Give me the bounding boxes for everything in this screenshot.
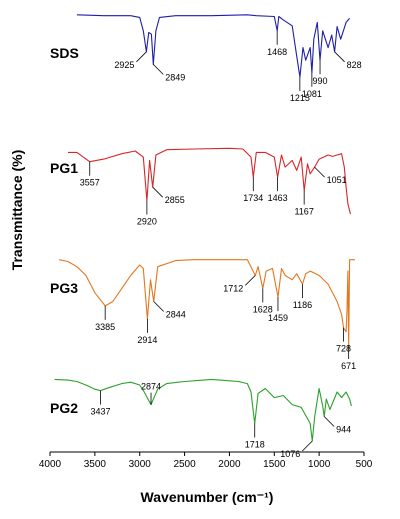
x-tick-label: 3000	[129, 459, 152, 470]
peak-label: 944	[336, 425, 351, 435]
peak-leader-line	[152, 64, 164, 75]
peak-leader-line	[136, 51, 147, 63]
series-label-pg3: PG3	[50, 280, 78, 296]
peak-label: 1051	[327, 175, 347, 185]
series-label-pg2: PG2	[50, 400, 78, 416]
peak-label: 1167	[294, 207, 313, 217]
peak-leader-line	[152, 186, 164, 198]
peak-leader-line	[302, 440, 313, 452]
spectrum-line-sds	[76, 14, 351, 78]
peak-label: 1463	[268, 193, 288, 203]
x-tick-label: 1000	[308, 459, 331, 470]
peak-label: 990	[313, 76, 328, 86]
peak-label: 1186	[293, 300, 312, 310]
peak-leader-line	[244, 275, 256, 286]
x-tick-label: 3500	[84, 459, 107, 470]
x-tick-label: 2500	[173, 459, 196, 470]
peak-leader-line	[334, 51, 345, 63]
peak-label: 3557	[80, 178, 100, 188]
spectrum-line-pg2	[54, 378, 352, 442]
peak-label: 2855	[165, 195, 185, 205]
peak-label: 728	[336, 344, 351, 354]
peak-label: 3385	[95, 322, 115, 332]
peak-leader-line	[323, 416, 335, 427]
peak-label: 1734	[243, 193, 263, 203]
peak-label: 2849	[165, 72, 185, 82]
peak-label: 1459	[268, 313, 288, 323]
x-tick-label: 1500	[263, 459, 286, 470]
peak-label: 828	[347, 60, 362, 70]
series-label-pg1: PG1	[50, 160, 78, 176]
peak-label: 2925	[114, 60, 134, 70]
x-axis-title: Wavenumber (cm⁻¹)	[141, 489, 274, 505]
peak-label: 1081	[302, 89, 322, 99]
peak-label: 2874	[141, 382, 161, 392]
y-axis-title: Transmittance (%)	[9, 150, 25, 271]
peak-label: 2920	[137, 217, 157, 227]
peak-leader-line	[153, 301, 164, 312]
peak-label: 1215	[290, 93, 310, 103]
peak-label: 1076	[280, 449, 300, 459]
peak-label: 1628	[253, 304, 273, 314]
peak-label: 2914	[137, 335, 157, 345]
spectrum-line-pg1	[67, 147, 352, 215]
peak-label: 1712	[223, 283, 243, 293]
peak-label: 1468	[267, 47, 287, 57]
x-tick-label: 500	[356, 459, 373, 470]
peak-label: 2844	[166, 310, 186, 320]
x-tick-label: 4000	[39, 459, 62, 470]
peak-leader-line	[314, 166, 325, 178]
peak-label: 3437	[90, 407, 110, 417]
peak-label: 671	[341, 361, 356, 371]
peak-label: 1718	[245, 440, 265, 450]
series-label-sds: SDS	[50, 45, 79, 61]
spectrum-line-pg3	[58, 259, 355, 346]
x-axis-ticks: 4000 3500 3000 2500 2000 1500 1000 500	[39, 452, 373, 470]
x-tick-label: 2000	[218, 459, 241, 470]
